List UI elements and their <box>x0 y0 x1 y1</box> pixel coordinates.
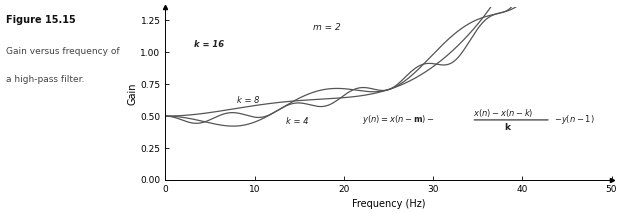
Text: k = 16: k = 16 <box>194 40 224 49</box>
Text: a high-pass filter.: a high-pass filter. <box>6 75 85 83</box>
X-axis label: Frequency (Hz): Frequency (Hz) <box>352 199 425 209</box>
Text: Gain versus frequency of: Gain versus frequency of <box>6 47 120 56</box>
Y-axis label: Gain: Gain <box>127 82 138 105</box>
Text: $y(n) = x(n-\mathbf{m})-$: $y(n) = x(n-\mathbf{m})-$ <box>362 113 434 127</box>
Text: Figure 15.15: Figure 15.15 <box>6 15 76 25</box>
Text: $x(n)-x(n-k)$: $x(n)-x(n-k)$ <box>473 107 534 119</box>
Text: k = 8: k = 8 <box>236 96 259 105</box>
Text: $-y(n-1)$: $-y(n-1)$ <box>553 113 594 127</box>
Text: $\mathbf{k}$: $\mathbf{k}$ <box>504 121 512 132</box>
Text: k = 4: k = 4 <box>286 117 308 126</box>
Text: m = 2: m = 2 <box>313 23 340 32</box>
